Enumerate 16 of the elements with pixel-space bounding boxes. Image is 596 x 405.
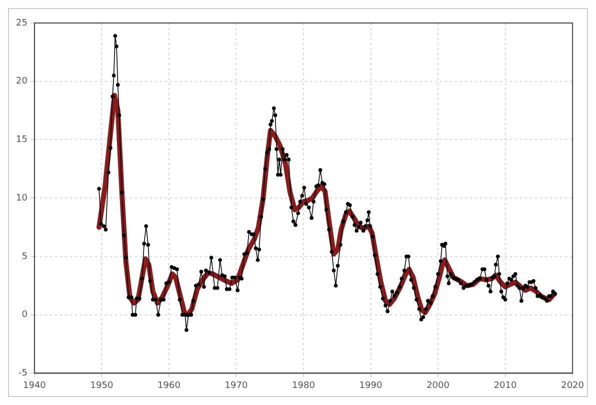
- y-tick-label: -5: [18, 368, 28, 379]
- x-tick-label: 2010: [494, 380, 518, 391]
- y-tick-label: 0: [22, 310, 28, 320]
- x-tick-label: 1940: [23, 380, 46, 391]
- x-tick-label: 1970: [224, 380, 248, 391]
- y-tick-label: 10: [16, 193, 28, 204]
- x-tick-label: 1950: [90, 380, 114, 391]
- y-tick-label: 5: [22, 252, 28, 262]
- x-tick-label: 1980: [292, 380, 316, 391]
- y-tick-label: 25: [16, 18, 28, 28]
- x-tick-label: 2020: [561, 380, 584, 391]
- x-tick-label: 2000: [426, 380, 450, 391]
- x-tick-label: 1960: [158, 380, 181, 391]
- y-tick-label: 15: [16, 135, 28, 146]
- x-tick-label: 1990: [359, 380, 382, 391]
- y-tick-label: 20: [16, 76, 28, 87]
